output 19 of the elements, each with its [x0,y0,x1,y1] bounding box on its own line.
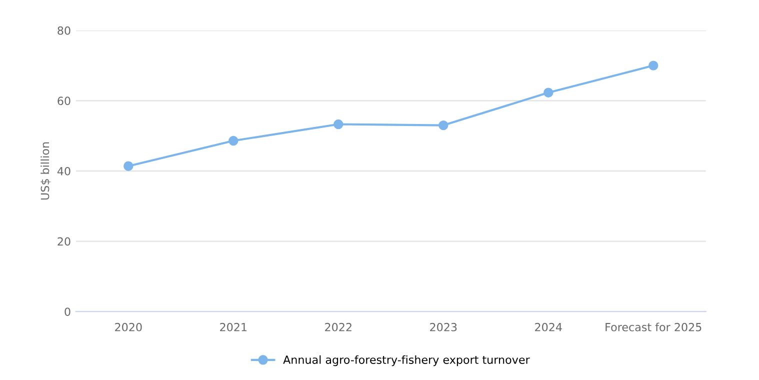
y-tick-label: 80 [58,26,70,35]
x-tick-label: 2021 [220,322,247,332]
point [124,161,134,171]
legend-label: Annual agro-forestry-fishery export turnover [283,355,530,366]
x-tick-label: 2022 [325,322,352,332]
y-tick-label: 60 [58,96,70,106]
x-tick-label: 2023 [430,322,457,332]
y-tick-label: 40 [57,166,70,176]
x-tick-label: 2024 [535,322,562,332]
point [648,60,658,70]
point [334,119,344,130]
point [228,136,238,146]
x-tick-label: 2020 [115,322,142,332]
point [544,88,554,98]
y-axis-title: US$ billion [40,142,51,200]
y-tick-label: 20 [58,237,70,246]
point [438,120,448,130]
y-tick-label: 0 [64,308,70,316]
x-tick-label: Forecast for 2025 [606,322,702,332]
